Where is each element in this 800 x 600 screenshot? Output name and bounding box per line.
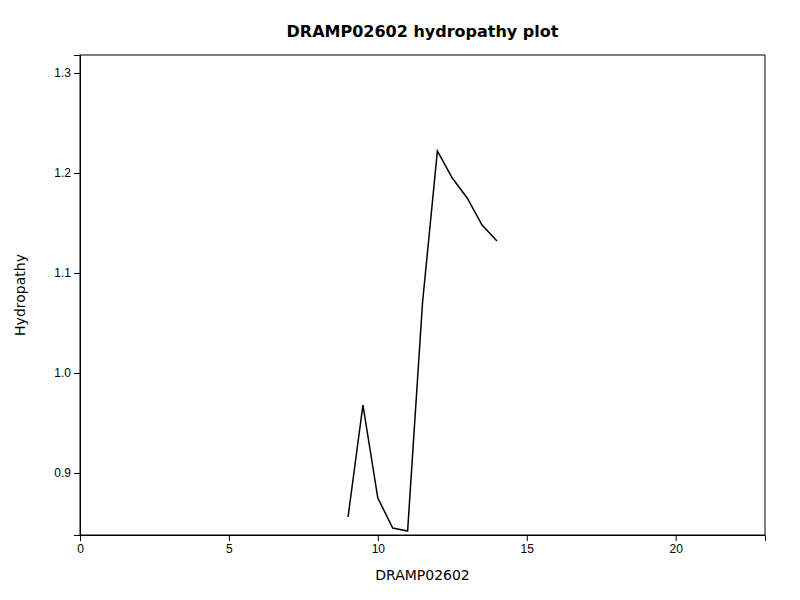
x-tick: 5 [226,535,233,556]
y-tick-mark [74,273,80,274]
y-axis-title: Hydropathy [12,254,28,336]
x-tick: 10 [372,535,386,556]
y-tick: 1.2 [54,166,80,180]
x-tick-mark [527,535,528,541]
plot-frame [80,55,765,535]
chart: 0 5 10 15 20 0.9 1.0 1.1 1.2 1.3 DRAMP02602 hydrop… [0,0,800,600]
y-tick-label: 0.9 [54,466,71,480]
x-tick-label: 10 [372,542,386,556]
data-line [348,151,497,531]
y-tick: 1.1 [54,266,80,280]
x-tick-label: 5 [226,542,233,556]
x-axis-line [81,536,766,542]
x-tick-label: 0 [77,542,84,556]
x-tick-mark [676,535,677,541]
y-tick: 1.0 [54,366,80,380]
y-axis: 0.9 1.0 1.1 1.2 1.3 [54,56,80,536]
y-tick-mark [74,73,80,74]
y-axis-line [74,56,81,536]
y-tick: 0.9 [54,466,80,480]
x-tick-label: 20 [669,542,683,556]
x-axis: 0 5 10 15 20 [77,535,765,556]
x-tick-mark [229,535,230,541]
x-tick: 20 [669,535,683,556]
y-tick-label: 1.2 [54,166,71,180]
plot-area: 0 5 10 15 20 0.9 1.0 1.1 1.2 1.3 [54,55,765,556]
y-tick-label: 1.3 [54,66,71,80]
x-tick: 0 [77,535,84,556]
y-tick-mark [74,373,80,374]
x-axis-title: DRAMP02602 [375,567,470,583]
x-tick-label: 15 [521,542,535,556]
chart-title: DRAMP02602 hydropathy plot [287,22,559,41]
y-tick-label: 1.0 [54,366,71,380]
y-tick-mark [74,173,80,174]
x-tick-mark [378,535,379,541]
marks [348,151,497,531]
x-tick: 15 [521,535,535,556]
y-tick-label: 1.1 [54,266,71,280]
y-tick-mark [74,473,80,474]
y-tick: 1.3 [54,66,80,80]
